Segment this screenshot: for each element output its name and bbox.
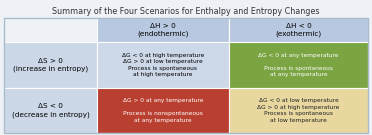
Bar [4, 18, 97, 42]
Bar [229, 18, 368, 42]
Text: ΔG < 0 at low temperature
ΔG > 0 at high temperature
Process is spontaneous
at l: ΔG < 0 at low temperature ΔG > 0 at high… [257, 98, 340, 123]
Text: Summary of the Four Scenarios for Enthalpy and Entropy Changes: Summary of the Four Scenarios for Enthal… [52, 6, 320, 16]
Text: ΔH > 0
(endothermic): ΔH > 0 (endothermic) [137, 23, 189, 37]
Text: ΔS > 0
(increase in entropy): ΔS > 0 (increase in entropy) [13, 58, 88, 72]
Text: ΔS < 0
(decrease in entropy): ΔS < 0 (decrease in entropy) [12, 103, 89, 118]
Bar [4, 42, 97, 88]
Bar [97, 88, 229, 133]
Bar [4, 18, 368, 133]
Bar [229, 88, 368, 133]
Text: ΔG < 0 at high temperature
ΔG > 0 at low temperature
Process is spontaneous
at h: ΔG < 0 at high temperature ΔG > 0 at low… [122, 53, 204, 77]
Bar [97, 42, 229, 88]
Text: ΔG > 0 at any temperature

Process is nonspontaneous
at any temperature: ΔG > 0 at any temperature Process is non… [123, 98, 203, 123]
Bar [97, 18, 229, 42]
Bar [229, 42, 368, 88]
Text: ΔG < 0 at any temperature

Process is spontaneous
at any temperature: ΔG < 0 at any temperature Process is spo… [258, 53, 339, 77]
Bar [4, 88, 97, 133]
Text: ΔH < 0
(exothermic): ΔH < 0 (exothermic) [275, 23, 321, 37]
